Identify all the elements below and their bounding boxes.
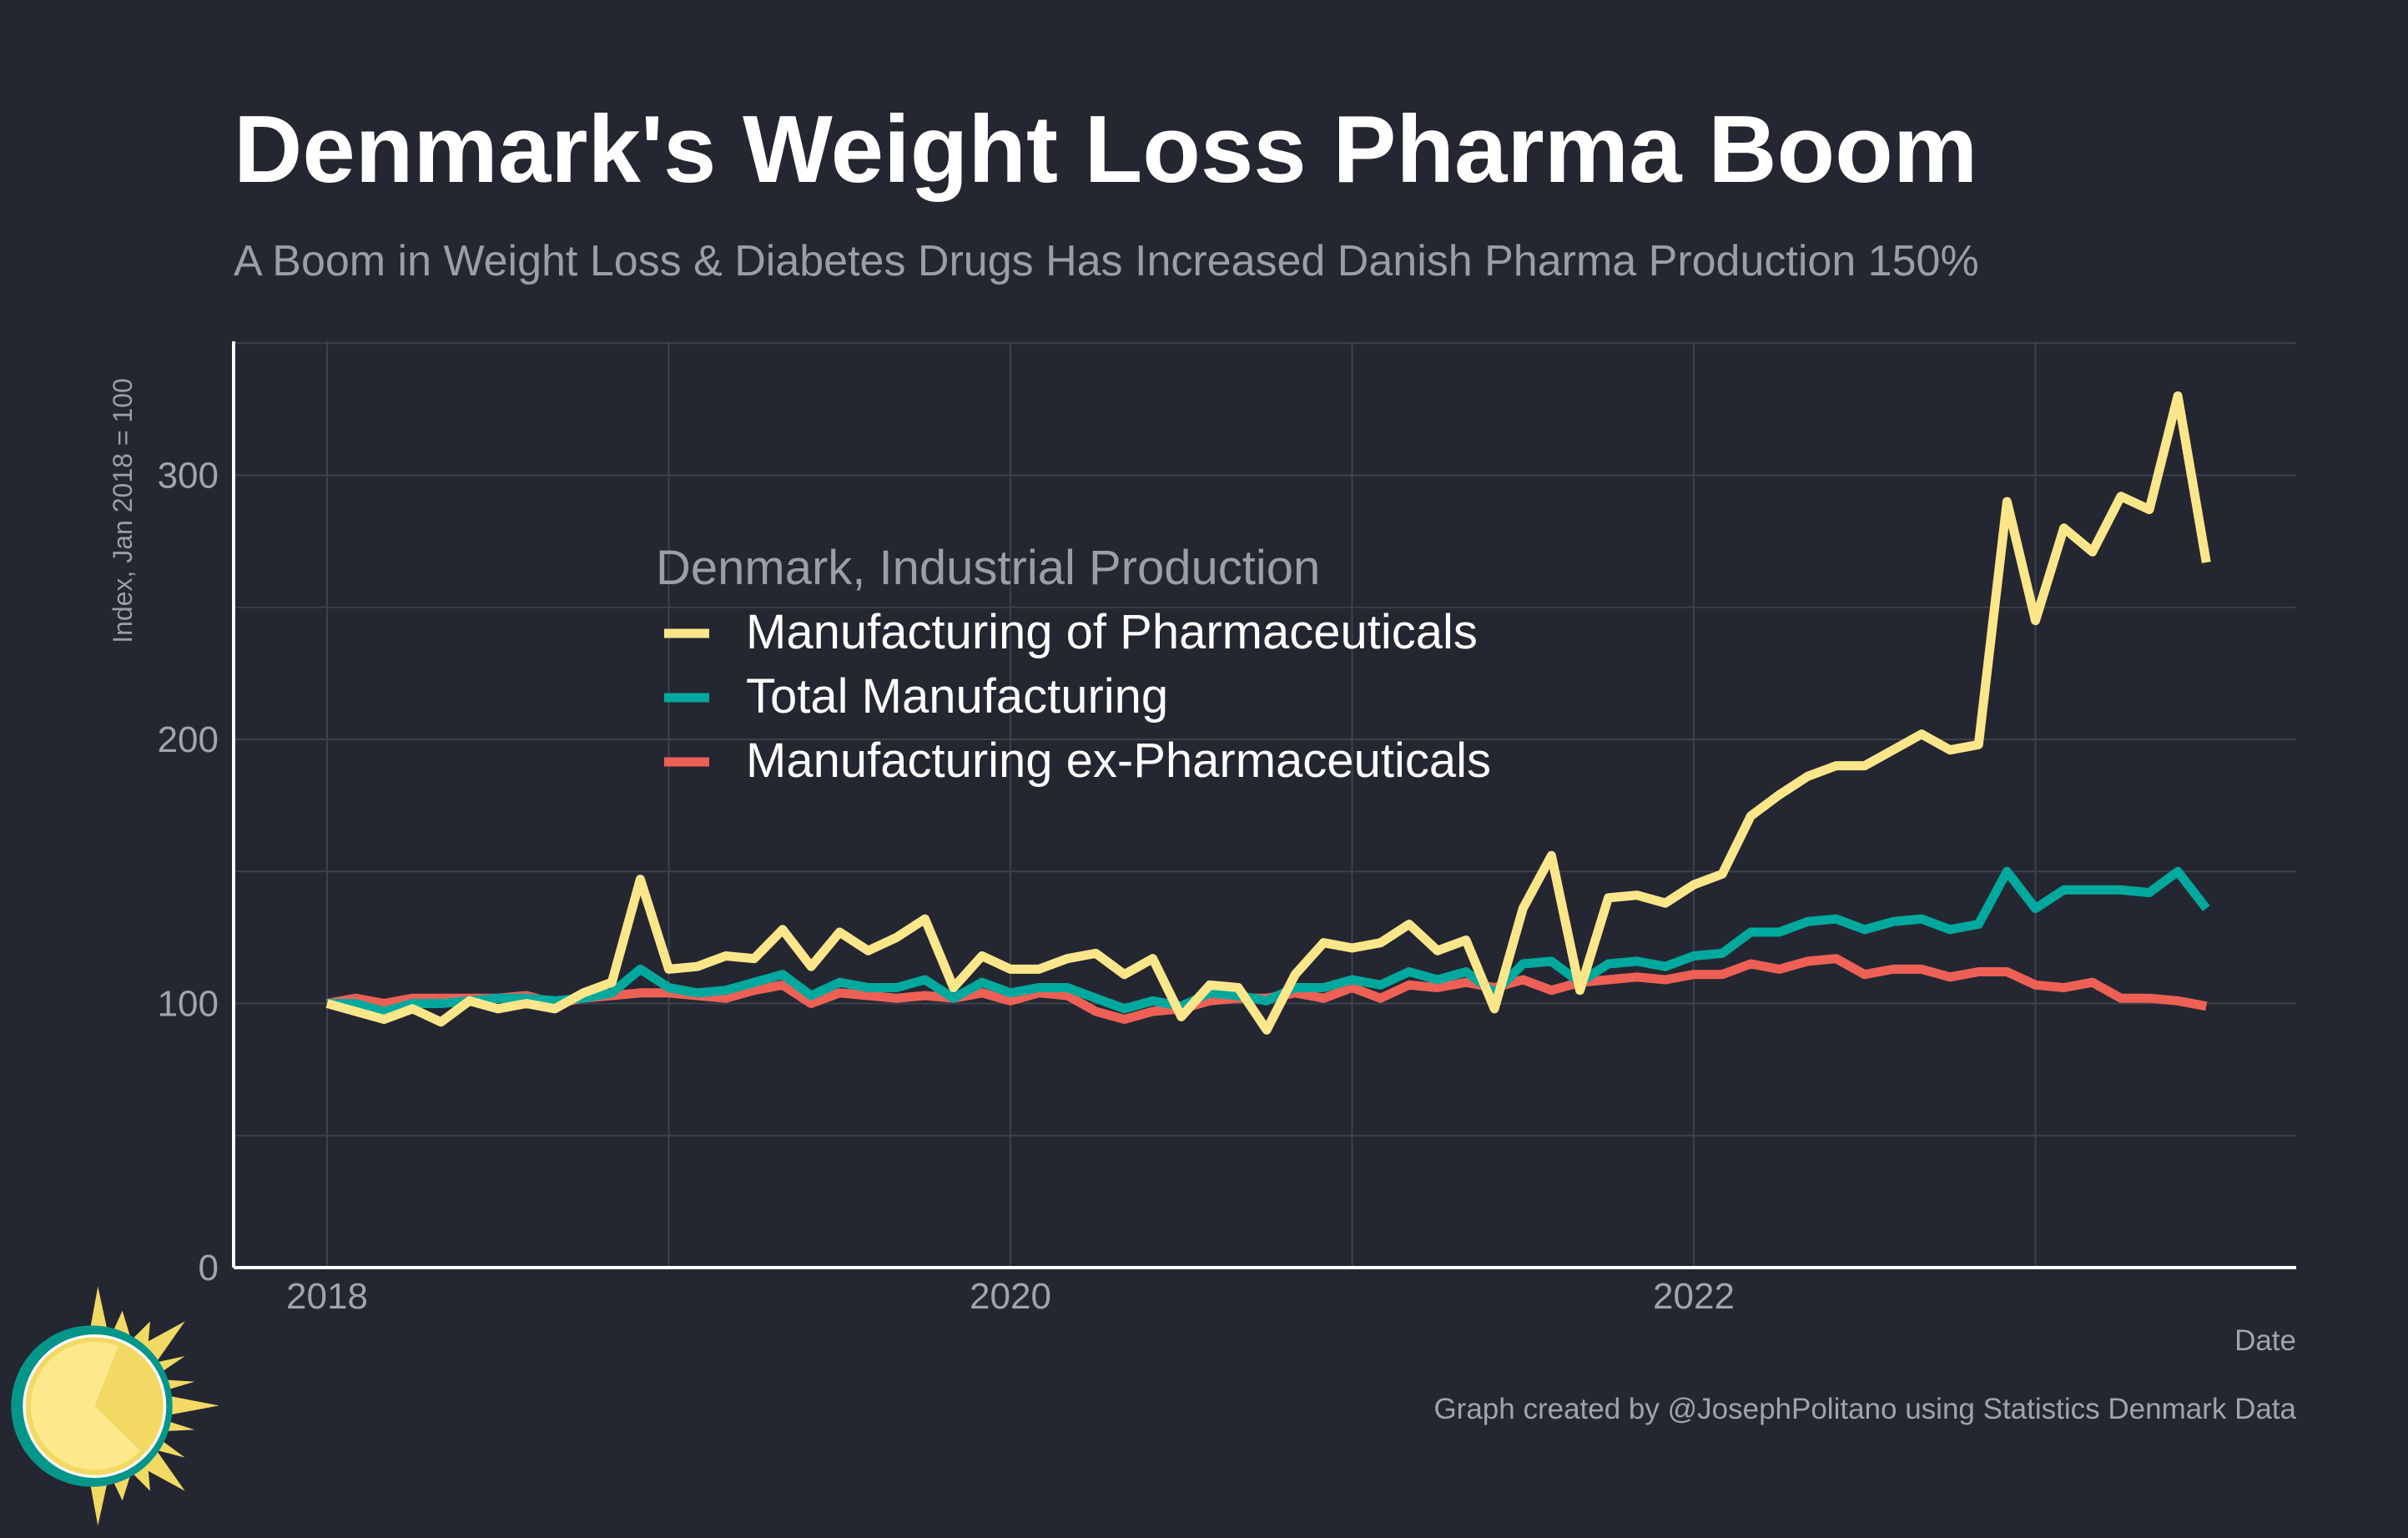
legend: Denmark, Industrial Production Manufactu… bbox=[656, 541, 1491, 788]
series-lines bbox=[325, 391, 2211, 1035]
y-tick-label: 200 bbox=[158, 719, 219, 760]
series-0 bbox=[325, 391, 2211, 1035]
x-tick-label: 2018 bbox=[286, 1276, 368, 1317]
x-tick-label: 2020 bbox=[970, 1276, 1051, 1317]
sun-logo-icon bbox=[11, 1286, 219, 1526]
x-tick-label: 2022 bbox=[1653, 1276, 1735, 1317]
y-tick-labels: 0 100 200 300 bbox=[158, 456, 219, 1289]
legend-item: Manufacturing ex-Pharmaceuticals bbox=[746, 734, 1491, 788]
x-axis-label: Date bbox=[2234, 1324, 2296, 1357]
x-tick-labels: 2018 2020 2022 bbox=[286, 1276, 1735, 1317]
legend-item: Total Manufacturing bbox=[746, 669, 1168, 724]
legend-title: Denmark, Industrial Production bbox=[656, 541, 1320, 595]
series-1 bbox=[326, 866, 2210, 1016]
legend-item: Manufacturing of Pharmaceuticals bbox=[746, 605, 1478, 659]
chart-subtitle: A Boom in Weight Loss & Diabetes Drugs H… bbox=[234, 237, 1979, 285]
y-tick-label: 0 bbox=[199, 1248, 219, 1288]
y-axis-label: Index, Jan 2018 = 100 bbox=[108, 378, 138, 643]
y-tick-label: 300 bbox=[158, 456, 219, 497]
chart-title: Denmark's Weight Loss Pharma Boom bbox=[234, 97, 1977, 203]
credit-text: Graph created by @JosephPolitano using S… bbox=[1433, 1393, 2296, 1425]
y-tick-label: 100 bbox=[158, 984, 219, 1025]
